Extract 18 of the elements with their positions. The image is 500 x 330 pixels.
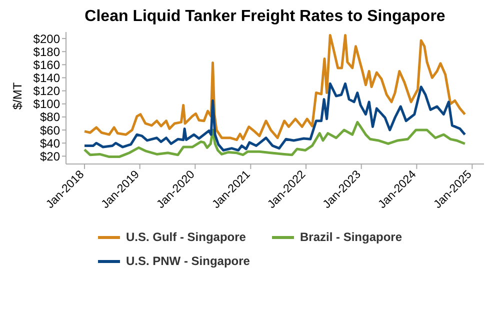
- chart-title: Clean Liquid Tanker Freight Rates to Singapore: [84, 8, 446, 26]
- y-axis-title: $/MT: [11, 82, 25, 110]
- y-tick-label: $160: [33, 58, 60, 72]
- y-tick-label: $200: [33, 32, 60, 46]
- y-tick-label: $180: [33, 44, 60, 59]
- y-tick-label: $100: [33, 97, 60, 112]
- y-tick-label: $20: [40, 149, 60, 164]
- y-tick-label: $140: [33, 71, 60, 86]
- y-tick-label: $40: [40, 136, 60, 150]
- line-series: [83, 82, 466, 152]
- line-series: [83, 34, 466, 142]
- legend-label: U.S. PNW - Singapore: [126, 254, 250, 268]
- legend-label: Brazil - Singapore: [300, 230, 402, 244]
- legend-label: U.S. Gulf - Singapore: [126, 230, 246, 244]
- y-tick-label: $80: [40, 110, 60, 124]
- line-series: [83, 120, 466, 158]
- y-tick-label: $120: [33, 84, 60, 98]
- y-tick-label: $60: [40, 123, 60, 138]
